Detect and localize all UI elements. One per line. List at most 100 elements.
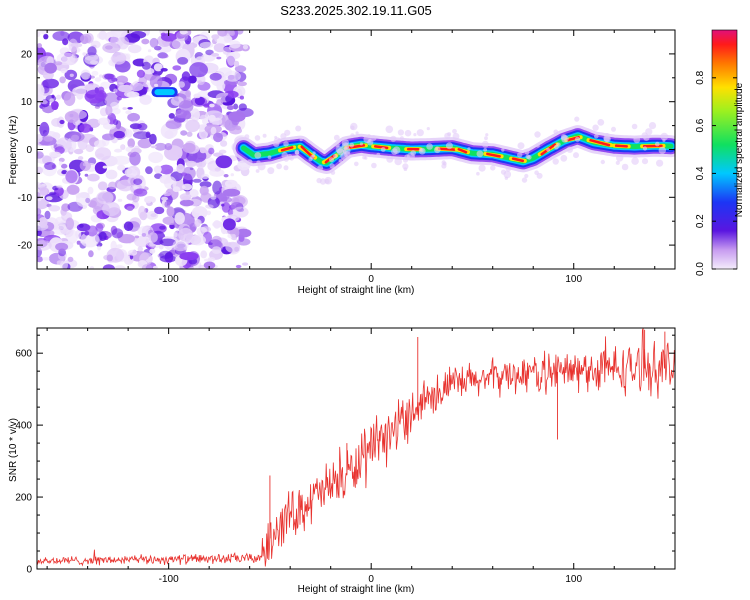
noise-blob [116, 244, 123, 249]
halo-speck [380, 147, 386, 152]
snr-xtick-label: 0 [368, 574, 374, 585]
noise-blob [174, 212, 185, 225]
noise-blob [42, 257, 50, 261]
noise-blob [215, 155, 233, 169]
noise-blob [136, 69, 145, 78]
noise-blob [37, 240, 52, 251]
noise-blob [221, 203, 225, 207]
noise-blob [141, 61, 151, 70]
halo-speck [299, 138, 303, 142]
noise-blob [37, 43, 42, 49]
colorbar-tick-label: 0.6 [695, 118, 706, 132]
halo-speck [656, 159, 664, 167]
noise-blob [133, 178, 143, 185]
noise-blob [220, 140, 228, 147]
noise-blob [87, 46, 97, 57]
noise-blob [190, 234, 206, 246]
halo-speck [386, 155, 394, 163]
noise-blob [149, 133, 157, 145]
noise-blob [63, 92, 76, 107]
noise-blob [96, 32, 106, 40]
halo-speck [294, 150, 300, 155]
noise-blob [199, 147, 207, 154]
noise-blob [218, 149, 227, 154]
noise-blob [105, 169, 118, 180]
noise-blob [181, 166, 196, 181]
halo-speck [452, 128, 457, 134]
noise-blob [88, 250, 94, 258]
noise-blob [75, 192, 91, 207]
noise-blob [79, 123, 92, 133]
noise-blob [37, 181, 41, 189]
halo-speck [660, 132, 669, 141]
halo-speck [434, 146, 441, 154]
spectrogram-ytick-label: 10 [21, 97, 33, 108]
noise-blob [97, 245, 101, 251]
noise-blob [56, 185, 63, 189]
noise-blob [61, 169, 68, 175]
noise-blob [44, 210, 51, 220]
noise-blob [181, 71, 191, 81]
halo-speck [329, 157, 334, 163]
noise-blob [37, 185, 48, 196]
snr-ytick-label: 0 [26, 565, 32, 576]
noise-blob [111, 228, 124, 239]
noise-blob [76, 240, 81, 245]
noise-blob [186, 131, 193, 137]
noise-blob [73, 148, 84, 155]
noise-blob [180, 172, 188, 176]
noise-blob [111, 52, 127, 65]
noise-blob [168, 113, 175, 119]
noise-blob [97, 181, 108, 191]
noise-blob [92, 235, 100, 244]
noise-blob [147, 49, 152, 53]
noise-blob [236, 30, 244, 35]
noise-blob [209, 168, 225, 177]
noise-blob [212, 180, 223, 195]
halo-speck [658, 146, 666, 155]
halo-speck [566, 146, 573, 153]
noise-blob [37, 134, 43, 143]
halo-speck [597, 119, 605, 126]
noise-blob [185, 160, 197, 167]
noise-blob [46, 196, 53, 201]
halo-speck [416, 129, 424, 137]
snr-xtick-label: 100 [565, 574, 582, 585]
halo-speck [273, 140, 280, 147]
halo-speck [385, 125, 394, 134]
halo-speck [312, 151, 316, 155]
noise-blob [141, 264, 153, 269]
halo-speck [402, 163, 409, 170]
halo-speck [257, 162, 266, 171]
halo-speck [478, 164, 486, 172]
halo-speck [262, 133, 267, 138]
halo-speck [267, 155, 272, 160]
noise-blob [224, 179, 238, 188]
noise-blob [216, 56, 222, 60]
noise-blob [237, 81, 247, 87]
noise-blob [114, 148, 122, 153]
noise-blob [53, 143, 58, 148]
halo-speck [403, 157, 408, 163]
noise-blob [40, 99, 48, 105]
noise-blob [153, 63, 163, 72]
noise-blob [235, 228, 252, 238]
noise-blob [236, 238, 251, 246]
halo-speck [254, 152, 262, 159]
noise-blob [116, 95, 122, 101]
noise-blob [194, 219, 201, 228]
halo-speck [553, 129, 559, 135]
halo-speck [397, 129, 404, 136]
snr-xlabel: Height of straight line (km) [298, 584, 415, 595]
noise-blob [177, 57, 189, 65]
halo-speck [534, 170, 539, 175]
halo-speck [426, 127, 430, 131]
noise-blob [211, 34, 220, 40]
noise-blob [222, 218, 236, 231]
noise-blob [146, 198, 152, 204]
snr-frame [36, 327, 676, 570]
halo-speck [561, 135, 569, 143]
noise-blob [154, 142, 167, 151]
noise-blob [106, 254, 114, 262]
noise-blob [122, 107, 127, 110]
